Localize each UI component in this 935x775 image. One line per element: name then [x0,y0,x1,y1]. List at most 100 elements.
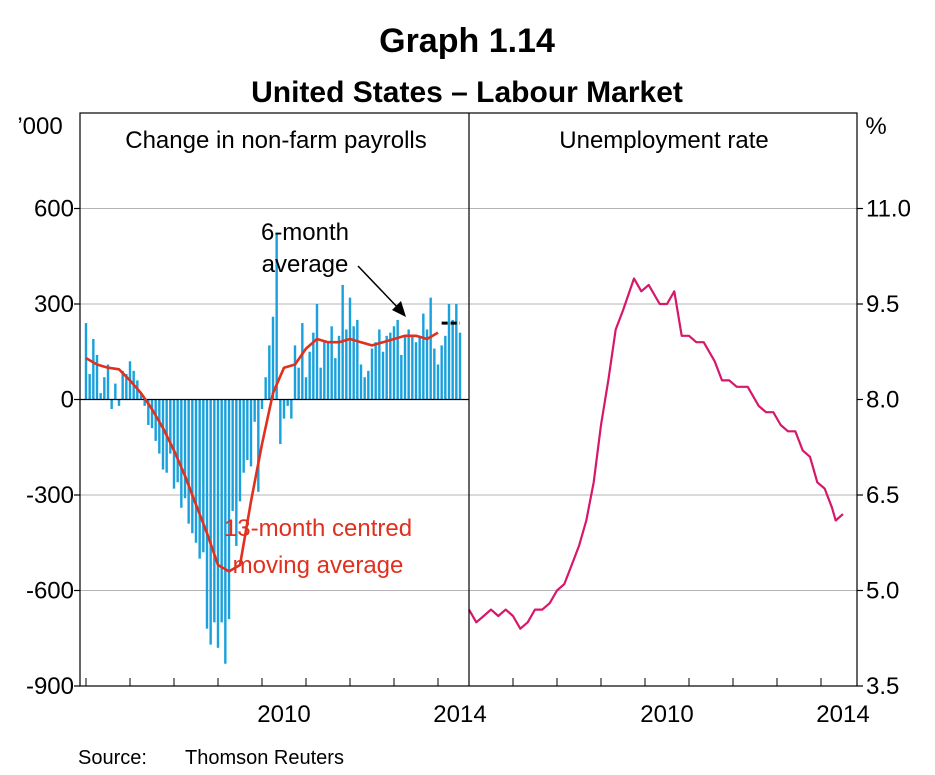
left-panel-title: Change in non-farm payrolls [125,127,427,154]
payroll-bar [202,399,205,553]
payroll-bar [451,319,454,400]
payroll-bar [194,399,198,543]
payroll-bar [301,323,304,400]
right-y-tick-label: 8.0 [866,387,899,414]
payroll-bar [293,345,297,400]
six-month-annotation-arrowhead [392,301,406,317]
payroll-bar [315,304,319,400]
payroll-bar [271,316,275,400]
payroll-bar [290,399,293,419]
payroll-bar [139,393,143,400]
payroll-bar [367,370,370,400]
right-y-tick-label: 5.0 [866,578,899,605]
payroll-bar [414,342,418,400]
payroll-bar [370,348,374,400]
payroll-bar [143,399,146,406]
payroll-bar [436,364,440,400]
payroll-bar [407,329,410,400]
payroll-bars [84,233,462,664]
payroll-bar [147,399,150,425]
payroll-bar [176,399,179,483]
source-label: Source: [78,747,147,769]
payroll-bar [297,367,300,400]
left-y-tick-label: -600 [26,578,74,605]
source-text: Thomson Reuters [185,747,344,769]
payroll-bar [425,329,429,400]
left-x-tick-label: 2010 [257,701,310,728]
payroll-bar [268,345,271,400]
payroll-bar [103,377,106,400]
payroll-bar [418,335,421,400]
x-tick-labels: 2010 2014 2010 2014 [257,701,869,728]
right-x-tick-label: 2014 [816,701,869,728]
right-y-unit: % [865,113,886,140]
payroll-bar [378,329,381,400]
left-x-tick-label: 2014 [433,701,486,728]
payroll-bar [249,399,253,467]
payroll-bar [84,323,88,400]
left-y-tick-label: 0 [61,387,74,414]
left-y-tick-labels: 600 300 0 -300 -600 -900 [26,196,74,701]
right-y-tick-labels: 11.0 9.5 8.0 6.5 5.0 3.5 [866,196,911,701]
payroll-bar [312,332,315,400]
payroll-bar [444,335,447,400]
payroll-bar [359,364,363,400]
payroll-bar [392,326,396,400]
payroll-bar [411,335,414,400]
plot-frame [74,112,863,687]
payroll-bar [337,335,341,400]
chart-subtitle: United States – Labour Market [251,76,683,109]
payroll-bar [282,399,286,419]
payroll-bar [220,399,223,623]
payroll-bar [121,370,124,400]
payroll-bar [323,342,326,400]
payroll-bar [455,304,458,400]
payroll-bar [381,351,385,400]
payroll-bar [238,399,242,502]
six-month-annotation-line2: average [262,251,349,278]
payroll-bar [304,377,308,400]
payroll-bar [183,399,187,499]
right-y-tick-label: 6.5 [866,482,899,509]
payroll-bar [187,399,190,524]
payroll-bar [433,348,436,400]
payroll-bar [319,367,322,400]
payroll-bar [345,329,348,400]
chart-title: Graph 1.14 [379,22,555,60]
right-panel-title: Unemployment rate [559,127,768,154]
payroll-bar [374,342,377,400]
payroll-bar [158,399,161,454]
left-y-tick-label: -900 [26,673,74,700]
payroll-bar [447,304,451,400]
right-y-tick-label: 9.5 [866,291,899,318]
payroll-bar [106,364,110,400]
payroll-bar [308,351,311,400]
payroll-bar [213,399,216,623]
payroll-bar [389,332,392,400]
payroll-bar [235,399,238,546]
payroll-bar [356,319,359,400]
moving-average-annotation-line1: 13-month centred [224,515,412,542]
payroll-bar [205,399,209,629]
payroll-bar [352,326,355,400]
unemployment-line [468,277,844,630]
payroll-bar [396,319,399,400]
payroll-bar [253,399,256,422]
payroll-bar [172,399,176,489]
right-x-tick-label: 2010 [640,701,693,728]
payroll-bar [334,358,337,400]
unemployment-lines [468,277,844,630]
payroll-bar [440,345,443,400]
payroll-bar [92,339,95,400]
moving-average-line [85,331,439,573]
payroll-bar [286,399,289,406]
payroll-bar [363,377,366,400]
payroll-bar [264,377,267,400]
left-y-tick-label: 600 [34,196,74,223]
payroll-bar [110,399,113,410]
payroll-bar [260,399,264,410]
payroll-bar [125,374,128,400]
payroll-bar [400,354,403,400]
payroll-bar [154,399,157,441]
